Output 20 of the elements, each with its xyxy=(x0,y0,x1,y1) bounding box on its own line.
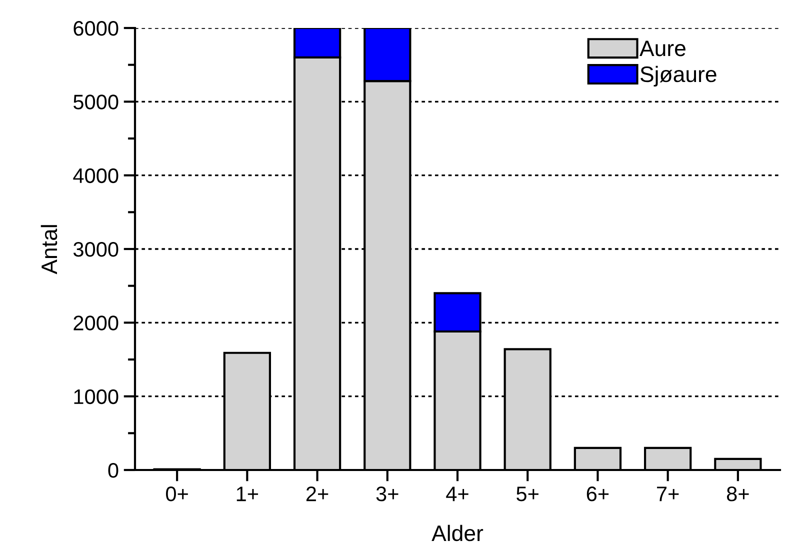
y-tick-label: 1000 xyxy=(74,389,118,404)
x-tick-label: 0+ xyxy=(166,486,188,502)
y-tick-label: 0 xyxy=(108,463,118,478)
x-tick-label: 1+ xyxy=(236,486,258,502)
x-axis-title: Alder xyxy=(432,524,484,542)
x-tick-label: 3+ xyxy=(376,486,398,502)
x-tick-label: 8+ xyxy=(726,486,749,502)
x-tick-label: 7+ xyxy=(657,486,679,502)
y-tick-label: 4000 xyxy=(73,168,118,184)
y-tick-label: 3000 xyxy=(73,242,118,257)
x-tick-label: 4+ xyxy=(446,486,468,502)
legend-label: Sjøaure xyxy=(640,66,716,87)
legend-label: Aure xyxy=(640,40,686,56)
y-axis-title: Antal xyxy=(40,225,58,274)
y-tick-label: 6000 xyxy=(74,21,118,36)
x-tick-label: 5+ xyxy=(516,486,538,502)
x-tick-label: 6+ xyxy=(586,486,609,502)
y-tick-label: 2000 xyxy=(74,316,118,330)
y-tick-label: 5000 xyxy=(74,94,118,110)
x-tick-label: 2+ xyxy=(306,486,328,502)
